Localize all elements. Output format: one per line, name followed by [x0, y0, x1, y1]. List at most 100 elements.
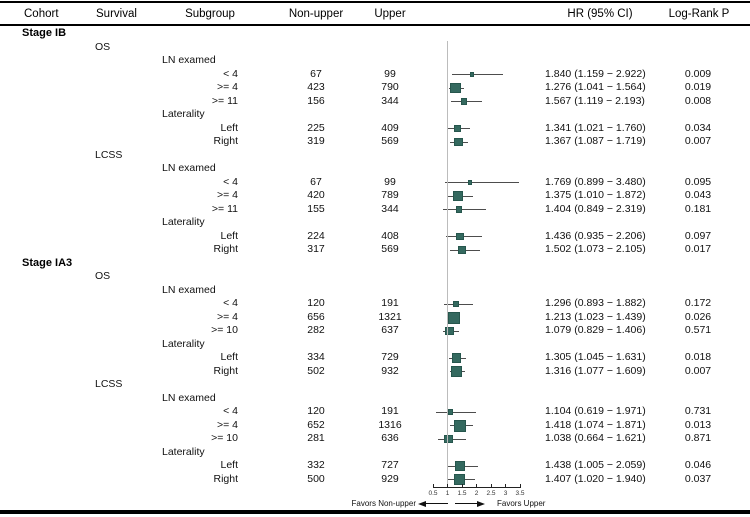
axis-tick-label: 1	[445, 490, 450, 497]
table-row: < 4 67 99 1.840 (1.159 − 2.922) 0.009	[0, 68, 750, 82]
table-row: Left 334 729 1.305 (1.045 − 1.631) 0.018	[0, 351, 750, 365]
upper-count: 789	[381, 189, 399, 202]
non-upper-count: 500	[307, 472, 325, 485]
upper-count: 727	[381, 459, 399, 472]
hr-marker	[453, 137, 463, 147]
upper-count: 344	[381, 94, 399, 107]
item-label: >= 4	[216, 418, 238, 431]
axis-tick	[519, 483, 521, 488]
item-label: Right	[213, 135, 238, 148]
hr-ci-value: 1.840 (1.159 − 2.922)	[545, 67, 646, 80]
hr-ci-value: 1.341 (1.021 − 1.760)	[545, 121, 646, 134]
ci-line	[436, 411, 476, 413]
non-upper-count: 332	[307, 459, 325, 472]
hr-marker	[453, 301, 459, 307]
table-row: LCSS	[0, 149, 750, 163]
logrank-p-value: 0.007	[684, 364, 712, 377]
axis-tick	[447, 483, 448, 488]
non-upper-count: 334	[307, 351, 325, 364]
hr-ci-value: 1.438 (1.005 − 2.059)	[545, 459, 646, 472]
subgroup-label: LN examed	[162, 391, 216, 404]
table-row: >= 4 423 790 1.276 (1.041 − 1.564) 0.019	[0, 81, 750, 95]
item-label: < 4	[223, 175, 238, 188]
table-row: Left 224 408 1.436 (0.935 − 2.206) 0.097	[0, 230, 750, 244]
favors-right-arrow-icon	[455, 500, 485, 507]
logrank-p-value: 0.007	[684, 135, 712, 148]
logrank-p-value: 0.181	[684, 202, 712, 215]
table-row: < 4 120 191 1.296 (0.893 − 1.882) 0.172	[0, 297, 750, 311]
hr-ci-value: 1.213 (1.023 − 1.439)	[545, 310, 646, 323]
hr-ci-value: 1.418 (1.074 − 1.871)	[545, 418, 646, 431]
table-row: Laterality	[0, 108, 750, 122]
hr-marker	[456, 232, 464, 241]
upper-count: 99	[384, 67, 396, 80]
axis-tick	[432, 483, 434, 488]
ci-line	[444, 182, 520, 183]
hr-ci-value: 1.436 (0.935 − 2.206)	[545, 229, 646, 242]
table-row: >= 4 420 789 1.375 (1.010 − 1.872) 0.043	[0, 189, 750, 203]
upper-count: 569	[381, 135, 399, 148]
col-header-upper: Upper	[374, 8, 406, 20]
hr-marker	[469, 72, 475, 77]
table-row: OS	[0, 270, 750, 284]
table-row: Stage IB	[0, 27, 750, 41]
survival-label: OS	[95, 270, 111, 283]
hr-marker	[460, 98, 468, 105]
table-row: >= 10 282 637 1.079 (0.829 − 1.406) 0.571	[0, 324, 750, 338]
item-label: >= 11	[211, 202, 238, 215]
table-row: Laterality	[0, 446, 750, 460]
item-label: Left	[220, 351, 238, 364]
hr-ci-value: 1.407 (1.020 − 1.940)	[545, 472, 646, 485]
axis-tick	[461, 483, 463, 488]
table-row: >= 4 656 1321 1.213 (1.023 − 1.439) 0.026	[0, 311, 750, 325]
upper-count: 929	[381, 472, 399, 485]
hr-ci-value: 1.375 (1.010 − 1.872)	[545, 189, 646, 202]
upper-count: 1316	[378, 418, 402, 431]
hr-ci-value: 1.079 (0.829 − 1.406)	[545, 324, 646, 337]
logrank-p-value: 0.037	[684, 472, 712, 485]
table-row: >= 11 155 344 1.404 (0.849 − 2.319) 0.181	[0, 203, 750, 217]
non-upper-count: 652	[307, 418, 325, 431]
hr-ci-value: 1.305 (1.045 − 1.631)	[545, 351, 646, 364]
logrank-p-value: 0.034	[684, 121, 712, 134]
hr-marker	[445, 326, 455, 336]
item-label: Left	[220, 459, 238, 472]
item-label: >= 10	[211, 432, 238, 445]
upper-count: 637	[381, 324, 399, 337]
col-header-subgroup: Subgroup	[185, 8, 235, 20]
hr-ci-value: 1.367 (1.087 − 1.719)	[545, 135, 646, 148]
hr-marker	[451, 365, 463, 378]
hr-marker	[453, 473, 465, 486]
top-rule	[0, 1, 750, 3]
hr-ci-value: 1.769 (0.899 − 3.480)	[545, 175, 646, 188]
axis-tick-label: 1.5	[457, 490, 467, 497]
item-label: < 4	[223, 67, 238, 80]
upper-count: 191	[381, 405, 399, 418]
subgroup-label: LN examed	[162, 283, 216, 296]
table-row: Laterality	[0, 216, 750, 230]
non-upper-count: 120	[307, 405, 325, 418]
axis-tick	[476, 483, 477, 488]
subgroup-label: Laterality	[162, 216, 205, 229]
item-label: >= 4	[216, 189, 238, 202]
item-label: Right	[213, 364, 238, 377]
table-row: Right 502 932 1.316 (1.077 − 1.609) 0.007	[0, 365, 750, 379]
favors-left-arrow-icon	[418, 500, 448, 507]
item-label: < 4	[223, 297, 238, 310]
item-label: >= 10	[211, 324, 238, 337]
logrank-p-value: 0.008	[684, 94, 712, 107]
hr-marker	[447, 311, 460, 324]
favors-upper-label: Favors Upper	[497, 499, 546, 508]
non-upper-count: 319	[307, 135, 325, 148]
axis-line	[433, 487, 520, 488]
favors-non-upper-label: Favors Non-upper	[351, 499, 416, 508]
item-label: >= 4	[216, 310, 238, 323]
table-row: Right 319 569 1.367 (1.087 − 1.719) 0.007	[0, 135, 750, 149]
survival-label: LCSS	[95, 148, 123, 161]
ci-line	[452, 74, 504, 75]
logrank-p-value: 0.019	[684, 81, 712, 94]
upper-count: 408	[381, 229, 399, 242]
col-header-survival: Survival	[96, 8, 137, 20]
